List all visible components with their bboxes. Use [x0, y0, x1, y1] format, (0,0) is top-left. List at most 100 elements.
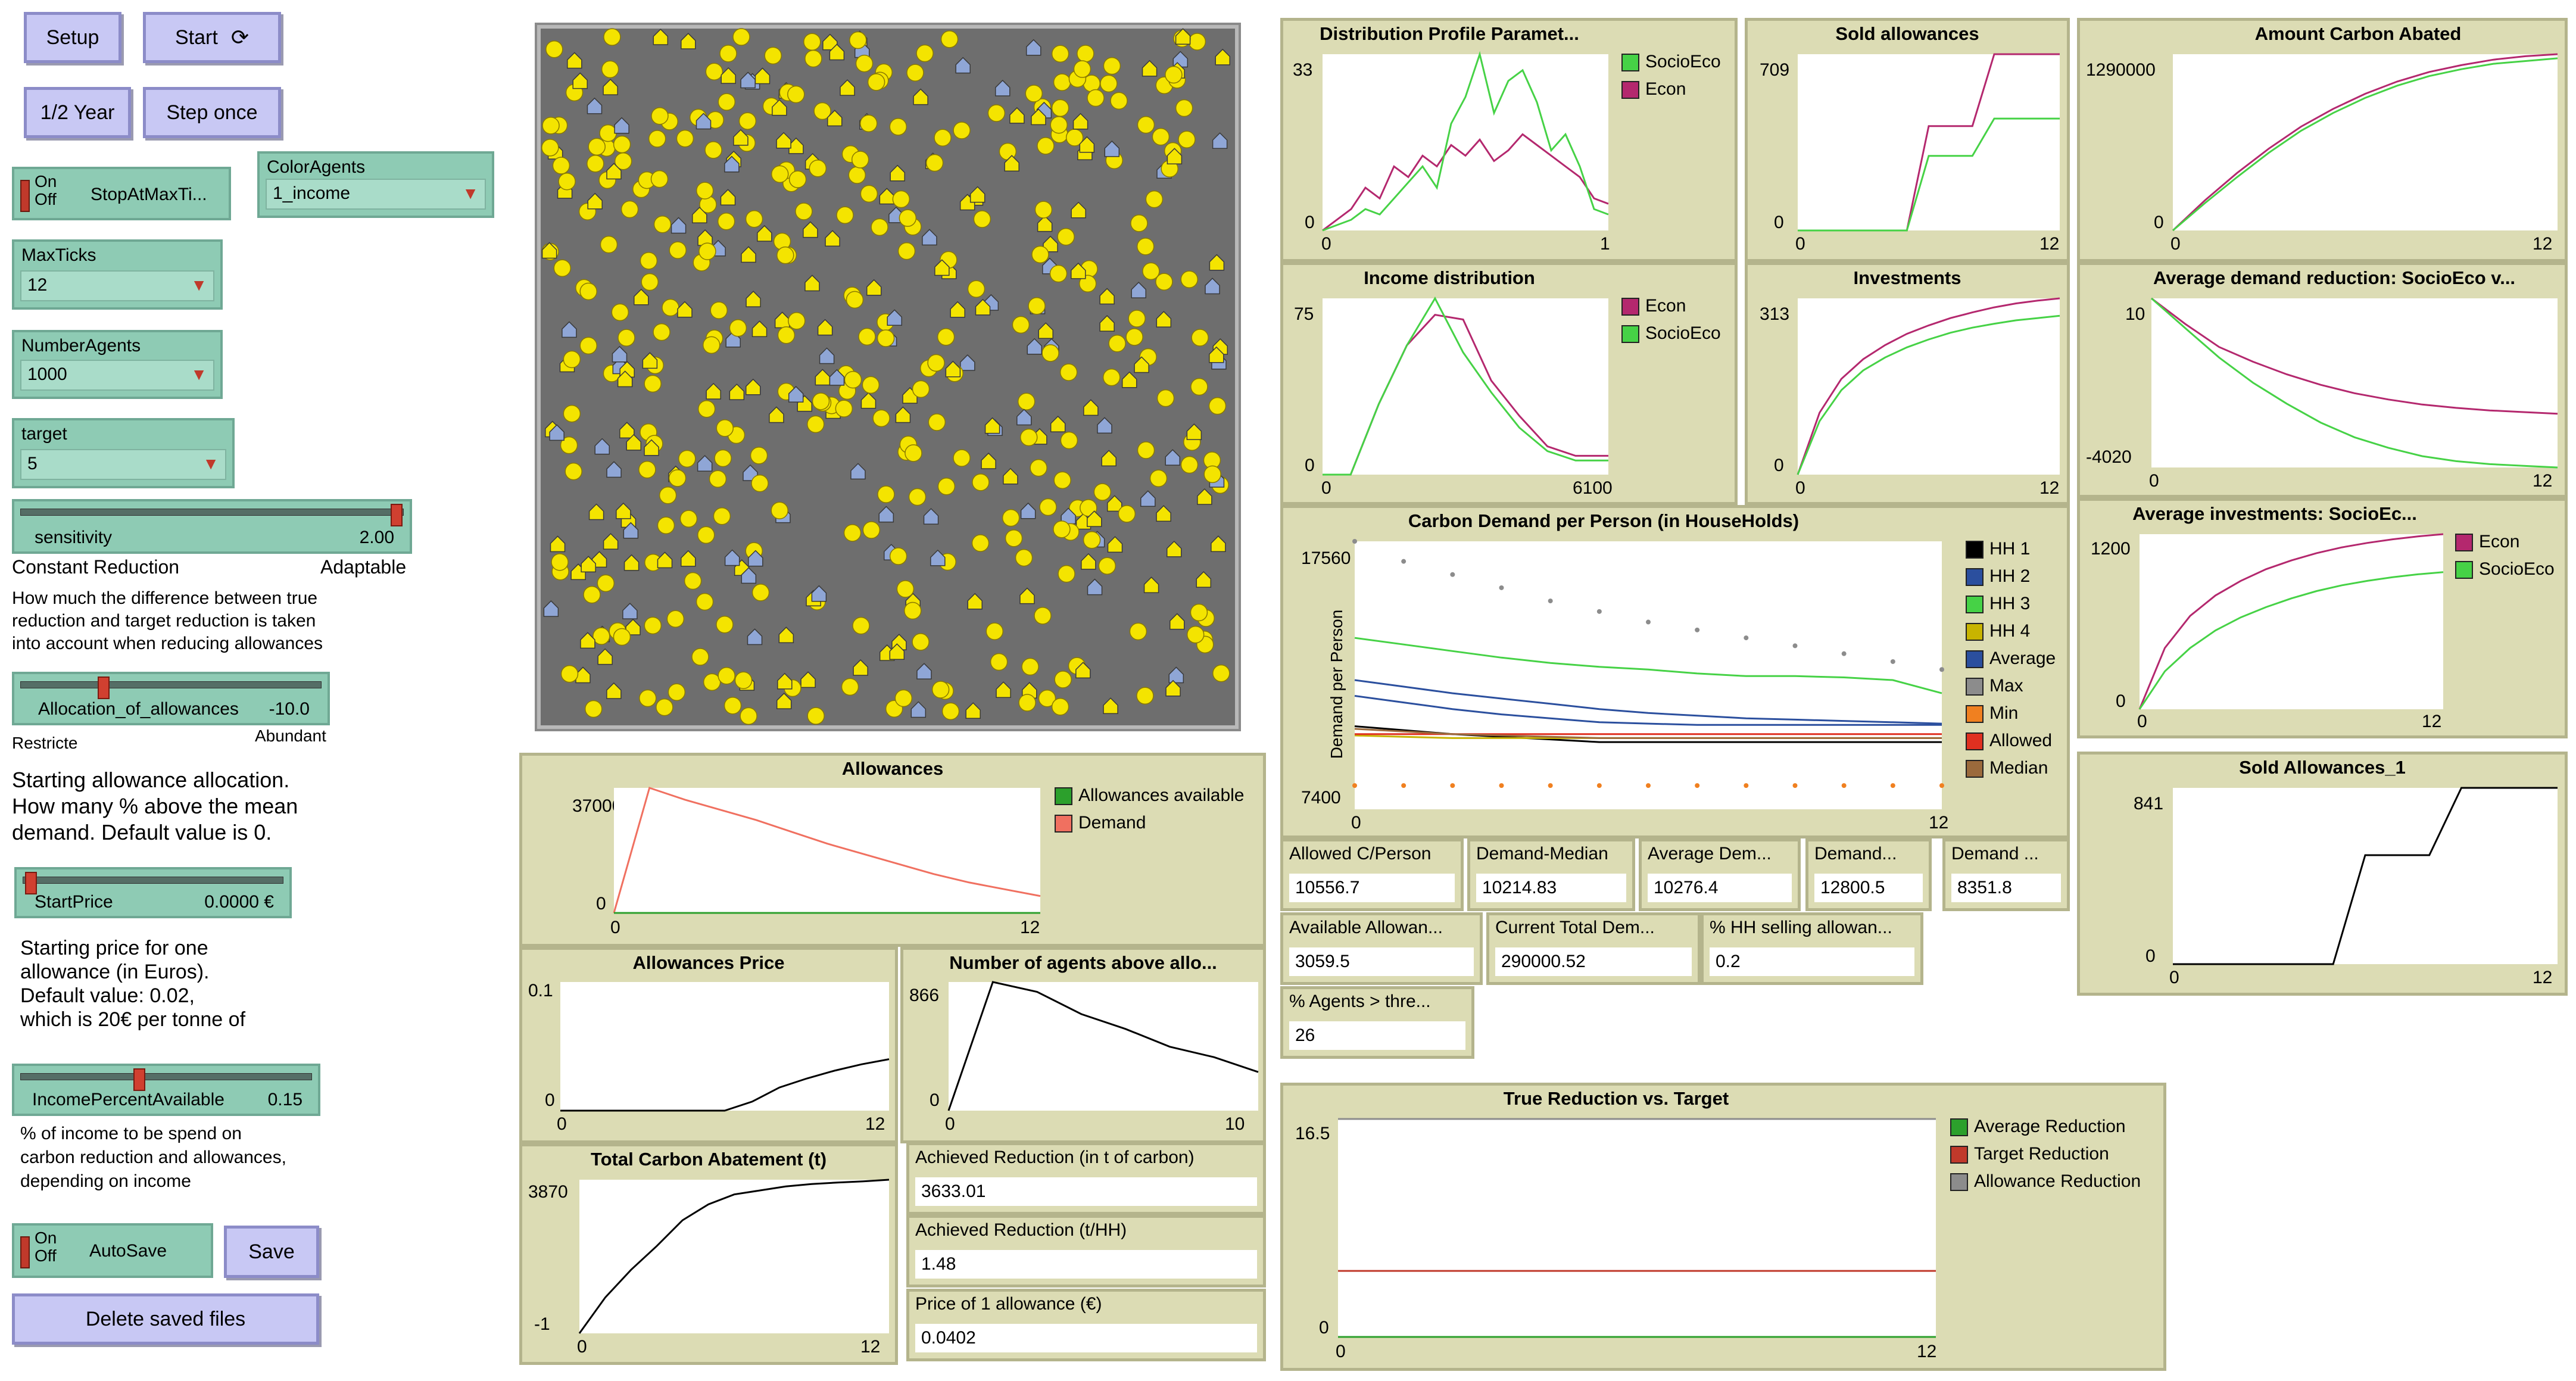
monitor-value: 26	[1289, 1021, 1465, 1050]
series-line	[1322, 51, 1609, 232]
x-max-label: 12	[2533, 471, 2553, 491]
agent-house-icon	[606, 461, 622, 478]
agent-house-icon	[580, 632, 595, 649]
chooser-value[interactable]: 5 ▼	[20, 449, 226, 480]
chooser-value[interactable]: 1_income ▼	[266, 179, 486, 210]
income-percent-slider[interactable]: IncomePercentAvailable 0.15	[12, 1064, 320, 1116]
agent-house-icon	[754, 67, 771, 85]
agent-face-icon	[560, 436, 578, 454]
agent-house-icon	[1103, 697, 1118, 715]
agent-house-icon	[1205, 278, 1220, 295]
start-price-slider[interactable]: StartPrice 0.0000 €	[14, 867, 292, 918]
legend-item: Average Reduction	[1950, 1113, 2141, 1140]
y-min-label: 0	[1774, 456, 1784, 475]
agent-house-icon	[776, 693, 792, 709]
agent-house-icon	[623, 554, 640, 571]
step-once-button[interactable]: Step once	[143, 87, 281, 138]
slider-knob[interactable]	[25, 872, 37, 894]
agent-house-icon	[606, 163, 622, 180]
agent-face-icon	[666, 610, 685, 628]
agent-face-icon	[809, 160, 827, 177]
save-button[interactable]: Save	[224, 1226, 319, 1278]
agent-face-icon	[928, 413, 946, 431]
monitor-label: Demand-Median	[1476, 844, 1608, 863]
x-max-label: 12	[2039, 234, 2060, 254]
agent-face-icon	[603, 28, 621, 46]
slider-track[interactable]	[23, 877, 283, 884]
monitor-demand-a: Demand... 12800.5	[1805, 838, 1932, 911]
legend-item: Econ	[2455, 528, 2555, 556]
slider-knob[interactable]	[391, 504, 403, 526]
agent-house-icon	[572, 72, 588, 89]
monitor-value: 10276.4	[1648, 874, 1792, 902]
toggle-knob[interactable]	[20, 1236, 30, 1268]
agent-face-icon	[1136, 687, 1154, 705]
max-ticks-chooser[interactable]: MaxTicks 12 ▼	[12, 239, 223, 310]
toggle-knob[interactable]	[20, 180, 30, 212]
y-min-label: 0	[2116, 691, 2126, 711]
agent-face-icon	[716, 615, 734, 634]
stop-at-max-switch[interactable]: On Off StopAtMaxTi...	[12, 167, 231, 220]
agent-house-icon	[617, 370, 633, 388]
agent-face-icon	[1093, 483, 1112, 501]
agent-face-icon	[1190, 603, 1208, 622]
legend-swatch	[2455, 561, 2473, 579]
chart-svg	[1798, 53, 2060, 232]
series-point	[1841, 783, 1847, 788]
chart-svg	[2173, 787, 2558, 965]
agent-face-icon	[905, 444, 922, 462]
slider-knob[interactable]	[133, 1068, 145, 1091]
agent-house-icon	[644, 439, 659, 456]
agent-house-icon	[1081, 553, 1096, 570]
number-agents-chooser[interactable]: NumberAgents 1000 ▼	[12, 330, 223, 399]
agent-face-icon	[1034, 201, 1053, 219]
agent-house-icon	[889, 643, 905, 660]
agent-house-icon	[603, 79, 618, 95]
slider-track[interactable]	[20, 1073, 312, 1080]
agent-face-icon	[1098, 557, 1117, 575]
agent-face-icon	[738, 112, 757, 130]
agent-face-icon	[705, 63, 723, 80]
agent-face-icon	[903, 601, 922, 620]
agent-face-icon	[1051, 45, 1069, 63]
plot-area	[1323, 296, 1608, 476]
half-year-button[interactable]: 1/2 Year	[24, 87, 131, 138]
agent-house-icon	[741, 567, 757, 584]
plot-allowances-price: Allowances Price 0.1 0 0 12	[519, 947, 898, 1143]
slider-knob[interactable]	[98, 677, 110, 699]
slider-track[interactable]	[20, 509, 404, 516]
slider-track[interactable]	[20, 681, 322, 688]
chooser-value[interactable]: 1000 ▼	[20, 360, 214, 391]
chart-svg	[613, 787, 1041, 914]
y-min-label: 0	[2154, 213, 2164, 232]
agent-house-icon	[916, 663, 932, 679]
legend-item: Demand	[1055, 809, 1245, 837]
agent-face-icon	[908, 488, 927, 506]
world-view[interactable]	[535, 23, 1241, 731]
start-button[interactable]: Start ⟳	[143, 12, 281, 63]
agent-face-icon	[1180, 456, 1199, 474]
y-max-label: 10	[2125, 304, 2145, 324]
plot-area	[2151, 297, 2558, 469]
sensitivity-slider[interactable]: sensitivity 2.00	[12, 499, 412, 554]
chooser-value[interactable]: 12 ▼	[20, 270, 214, 301]
agent-face-icon	[709, 470, 727, 488]
delete-saved-files-button[interactable]: Delete saved files	[12, 1293, 319, 1345]
series-point	[1450, 783, 1455, 788]
world-canvas[interactable]	[541, 28, 1235, 725]
agent-house-icon	[733, 129, 749, 146]
monitor-value: 3059.5	[1289, 947, 1474, 976]
agent-house-icon	[1140, 490, 1156, 507]
agent-house-icon	[724, 549, 740, 566]
legend-swatch	[2455, 534, 2473, 552]
setup-button[interactable]: Setup	[24, 12, 121, 63]
autosave-switch[interactable]: On Off AutoSave	[12, 1223, 213, 1278]
x-min-label: 0	[2170, 234, 2181, 254]
agent-house-icon	[1087, 578, 1103, 596]
legend-swatch	[1621, 81, 1639, 99]
target-chooser[interactable]: target 5 ▼	[12, 418, 235, 488]
color-agents-chooser[interactable]: ColorAgents 1_income ▼	[257, 151, 494, 218]
plot-carbon-demand: Carbon Demand per Person (in HouseHolds)…	[1280, 505, 2070, 838]
allocation-slider[interactable]: Allocation_of_allowances -10.0	[12, 672, 330, 725]
agent-face-icon	[751, 474, 769, 492]
